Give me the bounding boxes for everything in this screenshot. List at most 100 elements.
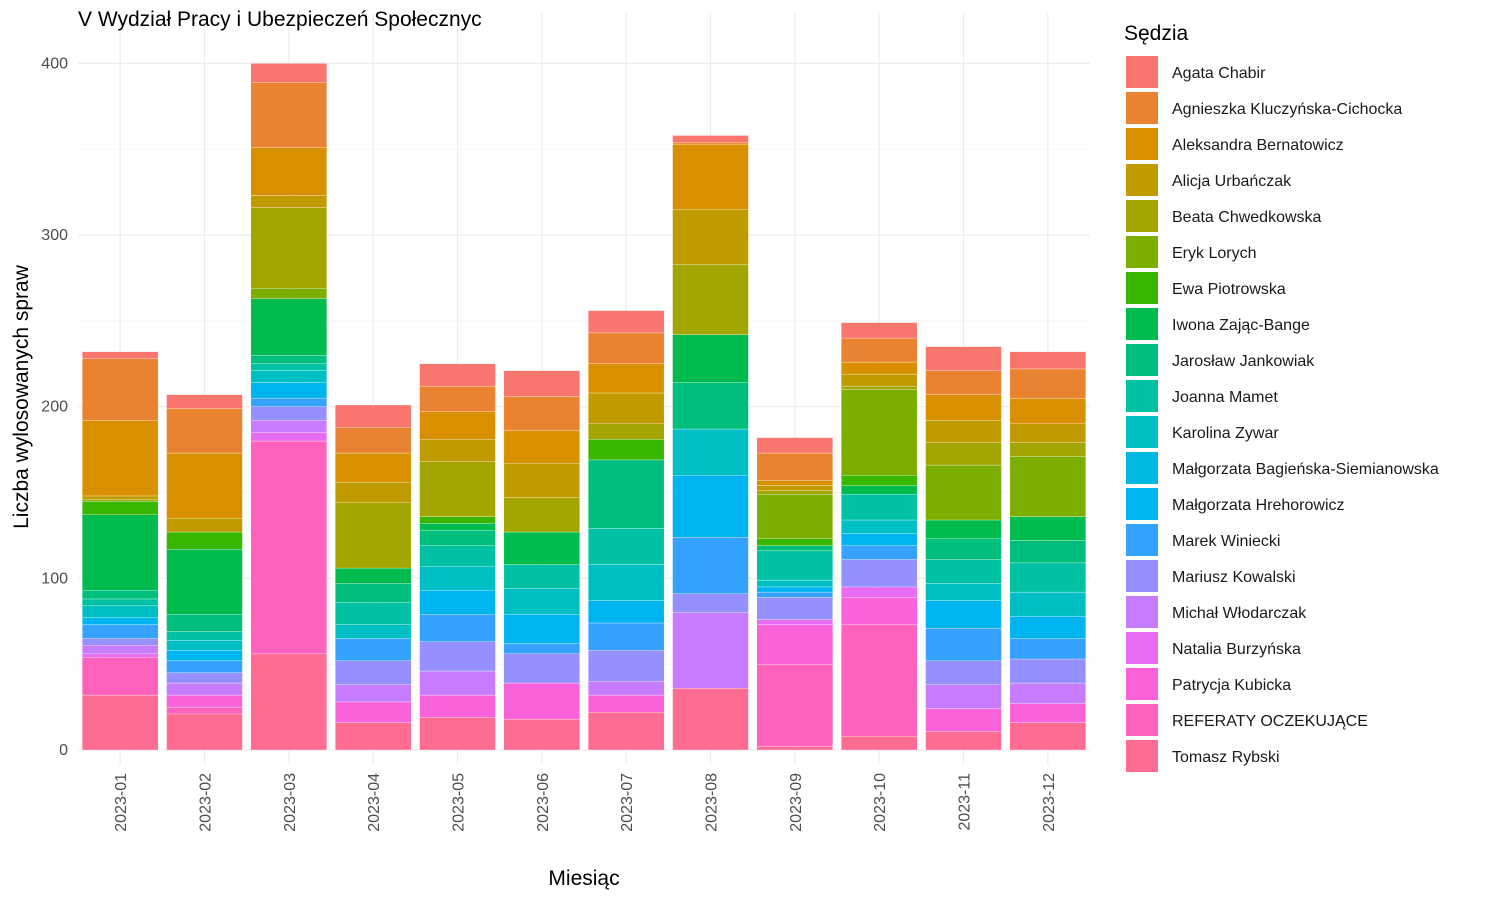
bar-segment <box>250 195 327 208</box>
bar-segment <box>166 614 243 632</box>
bar-segment <box>672 475 749 538</box>
bar-segment <box>925 559 1002 584</box>
bar-segment <box>925 708 1002 732</box>
bar-segment <box>588 332 665 364</box>
bar-segment <box>841 624 918 737</box>
bar-segment <box>419 439 496 462</box>
bar-segment <box>841 559 918 588</box>
bar-segment <box>419 614 496 643</box>
bar-stacks <box>82 63 1086 751</box>
bar-segment <box>419 385 496 412</box>
bar-segment <box>250 370 327 383</box>
x-tick-label: 2023-02 <box>198 773 215 832</box>
bar-segment <box>588 694 665 713</box>
bar-segment <box>588 712 665 751</box>
bar-segment <box>588 622 665 651</box>
y-axis-ticks: 0 100 200 300 400 <box>41 55 68 759</box>
bar-segment <box>588 564 665 601</box>
bar-segment <box>250 432 327 442</box>
bar-segment <box>841 586 918 598</box>
bar-segment <box>335 722 412 751</box>
bar-segment <box>82 653 159 658</box>
bar-segment <box>1009 703 1086 723</box>
bar-segment <box>925 684 1002 709</box>
bar-segment <box>166 394 243 409</box>
legend-swatch <box>1126 596 1158 628</box>
bar-segment <box>166 639 243 651</box>
bar-segment <box>756 586 833 593</box>
bar-segment <box>672 143 749 210</box>
y-tick-label: 100 <box>41 570 68 587</box>
y-axis-title: Liczba wylosowanych spraw <box>10 264 33 529</box>
bar-segment <box>588 459 665 529</box>
bar-segment <box>841 494 918 521</box>
bar-segment <box>588 650 665 682</box>
bar-segment <box>82 694 159 751</box>
bar-segment <box>166 650 243 661</box>
bar-segment <box>1009 591 1086 617</box>
legend-label: Ewa Piotrowska <box>1172 281 1286 298</box>
bar-segment <box>672 135 749 143</box>
bar-segment <box>335 624 412 639</box>
bar-segment <box>1009 397 1086 425</box>
bar-segment <box>82 624 159 639</box>
legend-swatch <box>1126 668 1158 700</box>
bar-segment <box>841 736 918 751</box>
bar-segment <box>925 464 1002 521</box>
legend-label: Iwona Zając-Bange <box>1172 317 1310 334</box>
y-tick-label: 400 <box>41 55 68 72</box>
bar-segment <box>841 361 918 375</box>
bar-segment <box>925 442 1002 466</box>
bar-segment <box>1009 368 1086 399</box>
bar-segment <box>335 482 412 503</box>
legend-label: Małgorzata Hrehorowicz <box>1172 497 1345 514</box>
legend-label: Eryk Lorych <box>1172 245 1256 262</box>
bar-segment <box>419 641 496 672</box>
x-tick-label: 2023-11 <box>957 773 974 831</box>
x-tick-label: 2023-05 <box>451 773 468 832</box>
bar-segment <box>1009 682 1086 704</box>
bar-segment <box>756 437 833 454</box>
bar-segment <box>335 567 412 584</box>
bar-segment <box>503 682 580 720</box>
legend-swatch <box>1126 704 1158 736</box>
bar-segment <box>756 746 833 751</box>
bar-segment <box>82 500 159 515</box>
bar-segment <box>588 363 665 394</box>
bar-segment <box>82 657 159 696</box>
y-tick-label: 200 <box>41 399 68 416</box>
bar-segment <box>672 142 749 145</box>
bar-segment <box>503 463 580 498</box>
bar-segment <box>166 518 243 533</box>
bar-segment <box>841 597 918 625</box>
bar-segment <box>756 550 833 581</box>
bar-segment <box>588 600 665 624</box>
bar-segment <box>335 638 412 661</box>
bar-segment <box>588 310 665 334</box>
bar-segment <box>166 531 243 550</box>
bar-segment <box>82 598 159 606</box>
bar-segment <box>335 684 412 703</box>
bar-segment <box>82 645 159 655</box>
bar-segment <box>841 519 918 534</box>
legend-label: Jarosław Jankowiak <box>1172 353 1315 370</box>
bar-segment <box>250 440 327 655</box>
bar-segment <box>503 497 580 533</box>
bar-segment <box>925 420 1002 443</box>
bar-segment <box>841 373 918 387</box>
bar-segment <box>1009 423 1086 443</box>
bar-segment <box>82 499 159 502</box>
bar-segment <box>250 363 327 371</box>
bar-segment <box>250 406 327 421</box>
legend-label: Agata Chabir <box>1172 65 1266 82</box>
bar-segment <box>166 408 243 454</box>
bar-segment <box>419 411 496 440</box>
bar-segment <box>335 427 412 454</box>
legend-label: Karolina Zywar <box>1172 425 1279 442</box>
legend-swatch <box>1126 740 1158 772</box>
bar-segment <box>841 337 918 363</box>
bar-segment <box>588 681 665 696</box>
legend-swatch <box>1126 344 1158 376</box>
bar-segment <box>841 385 918 390</box>
